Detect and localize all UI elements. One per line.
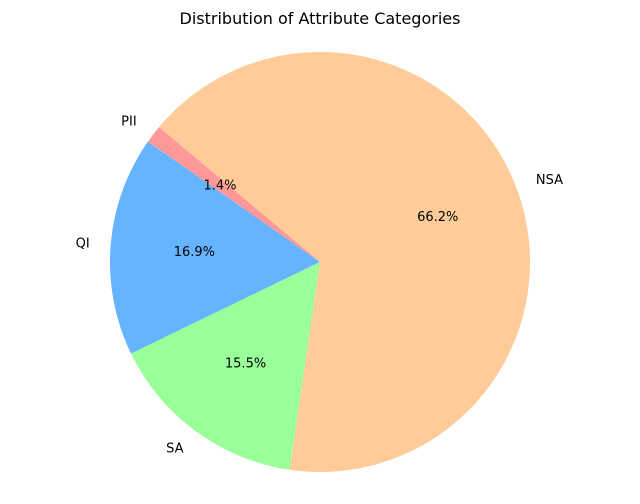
slice-label-pii: PII	[121, 114, 137, 129]
pie-slices	[109, 51, 530, 473]
chart-title: Distribution of Attribute Categories	[180, 9, 461, 28]
pie-slice-sa	[131, 262, 320, 470]
percent-label-nsa: 66.2%	[417, 210, 458, 225]
pie-slice-pii	[147, 127, 320, 262]
slice-label-nsa: NSA	[536, 173, 563, 188]
pie-labels: PII 1.4% QI 16.9% SA 15.5% NSA 66.2%	[76, 114, 563, 456]
percent-label-pii: 1.4%	[203, 178, 236, 193]
pie-slice-nsa	[159, 51, 530, 473]
pie-slice-qi	[109, 141, 320, 354]
slice-label-qi: QI	[76, 237, 90, 252]
slice-label-sa: SA	[166, 441, 183, 456]
percent-label-qi: 16.9%	[174, 245, 215, 260]
percent-label-sa: 15.5%	[225, 357, 266, 372]
